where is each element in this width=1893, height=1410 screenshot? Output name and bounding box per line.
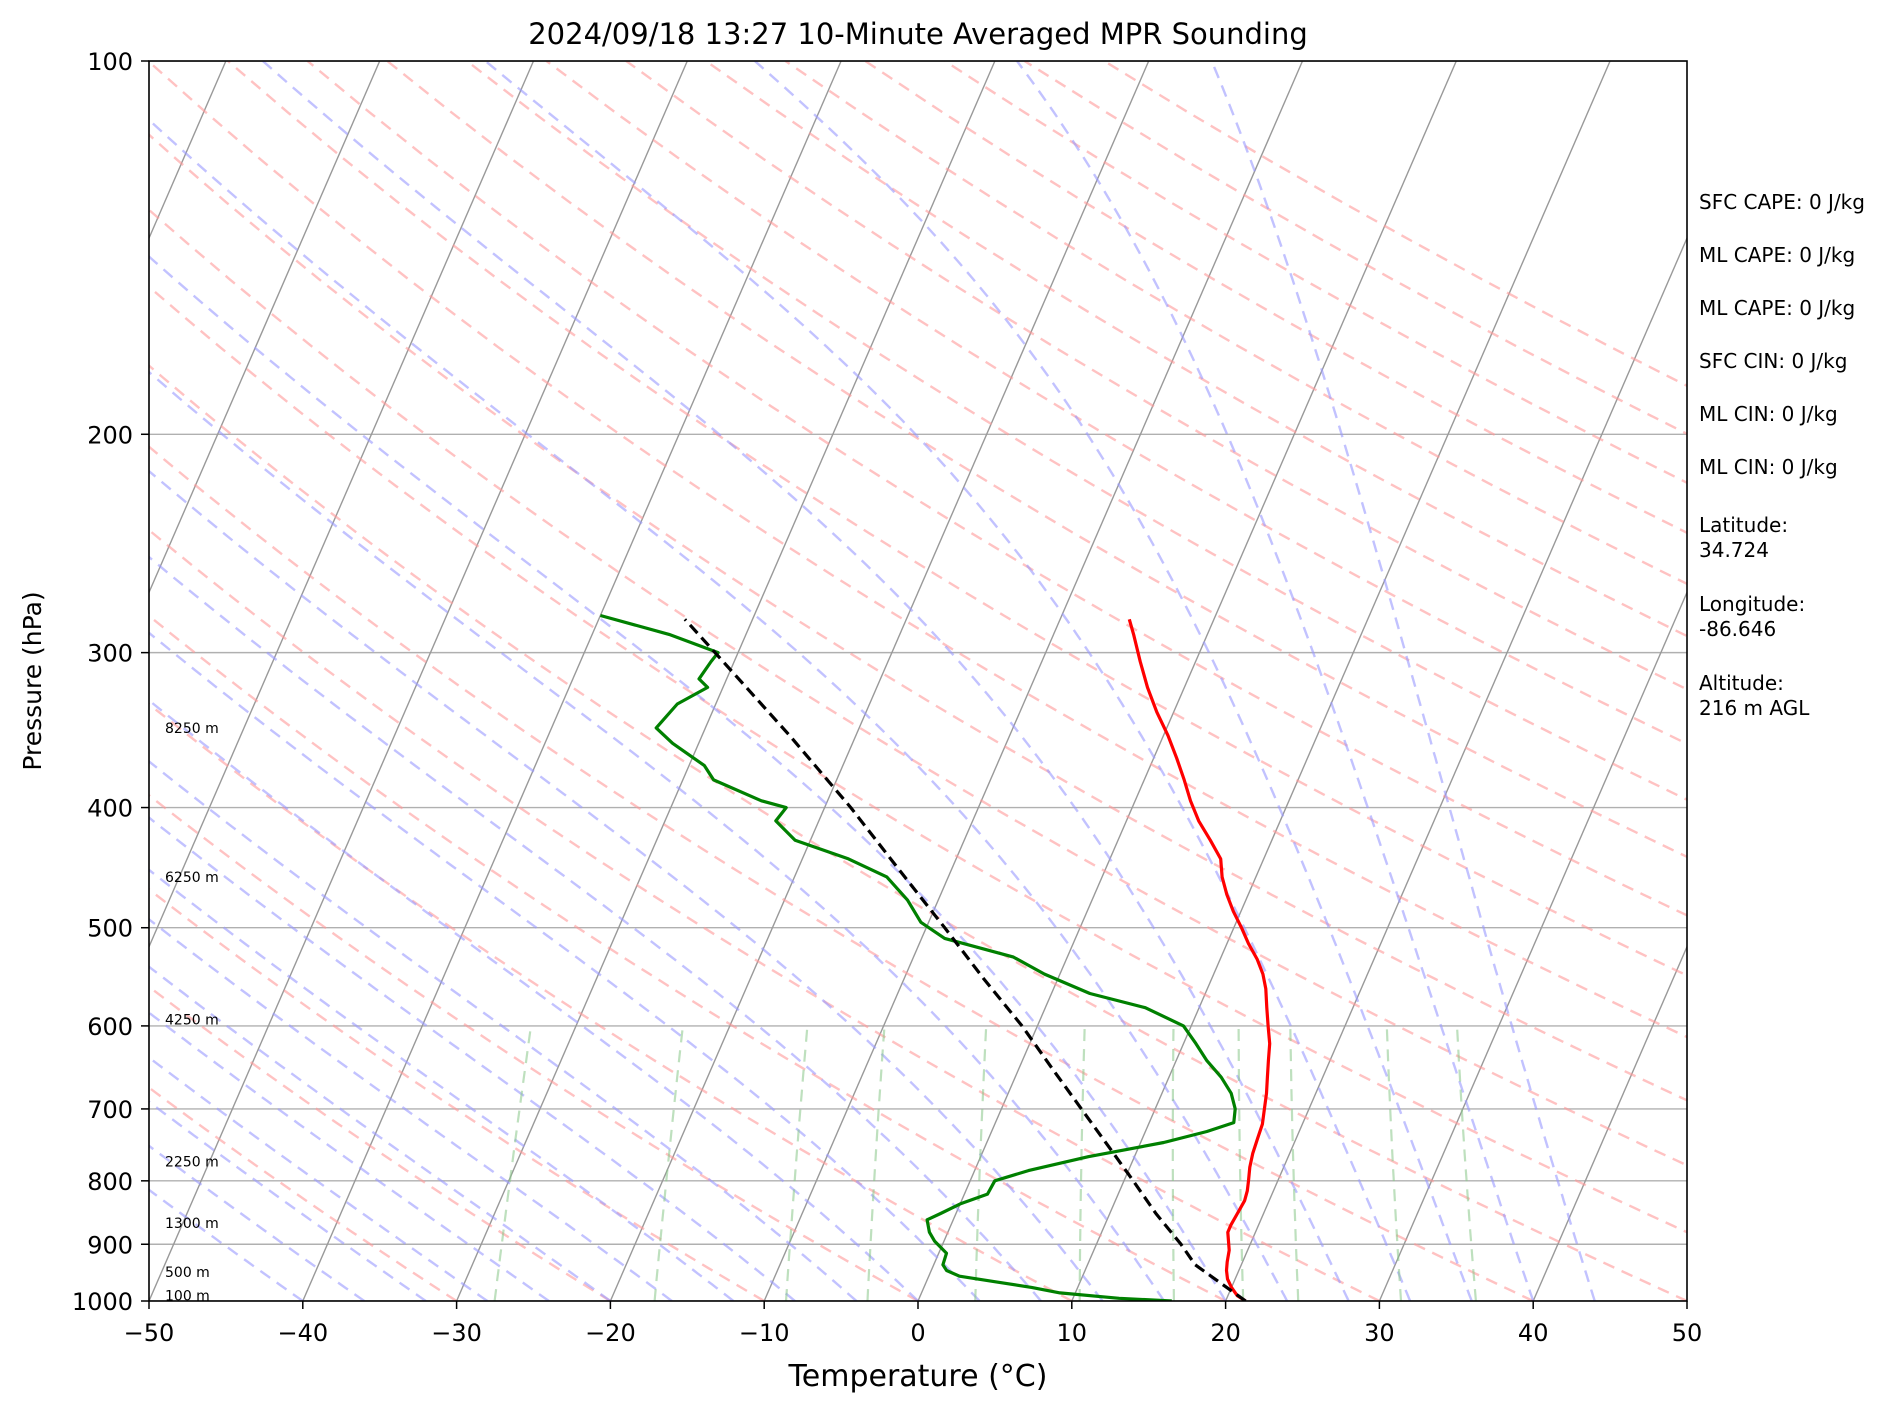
stats-annotation: ML CIN: 0 J/kg xyxy=(1699,455,1838,479)
height-label: 100 m xyxy=(165,1289,210,1305)
x-tick-label: 40 xyxy=(1518,1319,1549,1347)
moist-adiabat-line xyxy=(0,61,426,1301)
x-axis-label: Temperature (°C) xyxy=(788,1359,1048,1394)
y-tick-label: 700 xyxy=(87,1096,133,1124)
y-axis-label: Pressure (hPa) xyxy=(18,591,47,770)
y-tick-label: 500 xyxy=(87,915,133,943)
y-tick-label: 900 xyxy=(87,1231,133,1259)
stats-annotation: ML CAPE: 0 J/kg xyxy=(1699,296,1855,320)
isotherm-line xyxy=(1226,61,1764,1301)
dry-adiabat-line xyxy=(0,61,1226,1301)
stats-annotation: ML CAPE: 0 J/kg xyxy=(1699,243,1855,267)
stats-annotation: Altitude:216 m AGL xyxy=(1699,671,1810,720)
mixing-ratio-line xyxy=(1290,1026,1298,1301)
x-tick-label: 10 xyxy=(1057,1319,1088,1347)
dry-adiabat-line xyxy=(0,61,1841,1301)
moist-adiabat-line xyxy=(0,61,364,1301)
mixing-ratio-line xyxy=(975,1026,986,1301)
dry-adiabat-line xyxy=(0,61,1072,1301)
y-tick-label: 600 xyxy=(87,1013,133,1041)
stats-annotation: SFC CIN: 0 J/kg xyxy=(1699,349,1847,373)
height-label: 2250 m xyxy=(165,1155,219,1171)
x-tick-label: −50 xyxy=(124,1319,175,1347)
isotherm-line xyxy=(0,61,380,1301)
plot-frame xyxy=(149,61,1687,1301)
height-label: 500 m xyxy=(165,1265,210,1281)
stats-annotation: ML CIN: 0 J/kg xyxy=(1699,402,1838,426)
chart-title: 2024/09/18 13:27 10-Minute Averaged MPR … xyxy=(528,17,1308,51)
moist-adiabat-line xyxy=(0,61,918,1301)
y-tick-label: 800 xyxy=(87,1168,133,1196)
dry-adiabat-line xyxy=(0,61,1687,1301)
x-tick-label: 0 xyxy=(910,1319,925,1347)
x-tick-label: −10 xyxy=(739,1319,790,1347)
moist-adiabat-line xyxy=(755,61,1472,1301)
mixing-ratio-line xyxy=(1080,1026,1085,1301)
height-label: 1300 m xyxy=(165,1216,219,1232)
moist-adiabat-line xyxy=(1017,61,1533,1301)
y-tick-label: 1000 xyxy=(72,1288,133,1316)
temperature-profile-line xyxy=(1129,619,1269,1301)
moist-adiabat-line xyxy=(0,61,1164,1301)
moist-adiabat-line xyxy=(485,61,1410,1301)
x-tick-label: −40 xyxy=(277,1319,328,1347)
x-tick-label: 50 xyxy=(1672,1319,1703,1347)
y-tick-label: 100 xyxy=(87,48,133,76)
x-tick-label: 30 xyxy=(1364,1319,1395,1347)
mixing-ratio-line xyxy=(786,1026,807,1301)
dry-adiabat-line xyxy=(547,61,1893,1301)
mixing-ratio-line xyxy=(495,1026,531,1301)
moist-adiabat-line xyxy=(0,61,980,1301)
height-label: 6250 m xyxy=(165,870,219,886)
x-tick-label: 20 xyxy=(1210,1319,1241,1347)
y-tick-label: 200 xyxy=(87,421,133,449)
mixing-ratio-line xyxy=(868,1026,885,1301)
stats-annotation: Latitude:34.724 xyxy=(1699,513,1788,562)
dry-adiabat-line xyxy=(228,61,1893,1301)
dry-adiabat-line xyxy=(387,61,1893,1301)
isotherm-line xyxy=(303,61,841,1301)
isotherm-line xyxy=(149,61,687,1301)
stats-annotation: Longitude:-86.646 xyxy=(1699,592,1805,641)
dry-adiabat-line xyxy=(0,61,457,1301)
mixing-ratio-line xyxy=(1457,1026,1476,1301)
x-tick-label: −20 xyxy=(585,1319,636,1347)
dry-adiabat-line xyxy=(0,61,918,1301)
height-label: 8250 m xyxy=(165,721,219,737)
isotherm-line xyxy=(610,61,1148,1301)
moist-adiabat-line xyxy=(0,61,1226,1301)
mixing-ratio-line xyxy=(1239,1026,1244,1301)
isotherm-line xyxy=(1072,61,1610,1301)
x-tick-label: −30 xyxy=(431,1319,482,1347)
y-tick-label: 300 xyxy=(87,640,133,668)
height-label: 4250 m xyxy=(165,1013,219,1029)
stats-annotation: SFC CAPE: 0 J/kg xyxy=(1699,190,1865,214)
y-tick-label: 400 xyxy=(87,795,133,823)
moist-adiabat-line xyxy=(1212,61,1595,1301)
dry-adiabat-line xyxy=(308,61,1893,1301)
isotherm-line xyxy=(918,61,1456,1301)
